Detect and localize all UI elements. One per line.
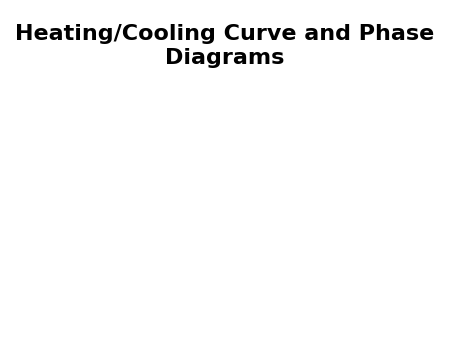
Text: Heating/Cooling Curve and Phase
Diagrams: Heating/Cooling Curve and Phase Diagrams bbox=[15, 24, 435, 69]
